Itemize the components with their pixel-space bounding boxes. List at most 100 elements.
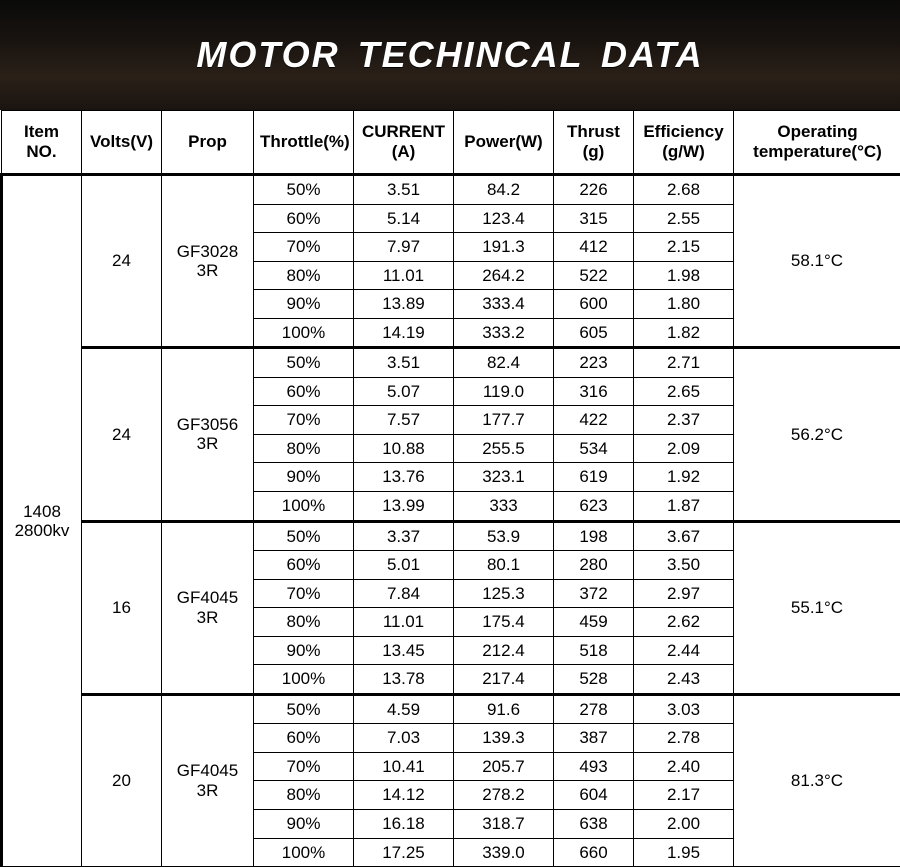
cell-throttle: 100%: [254, 838, 354, 867]
table-row: 24GF3056 3R50%3.5182.42232.7156.2°C: [2, 348, 900, 378]
cell-power: 80.1: [454, 551, 554, 580]
cell-power: 212.4: [454, 636, 554, 665]
cell-throttle: 60%: [254, 724, 354, 753]
cell-thrust: 534: [554, 434, 634, 463]
cell-power: 125.3: [454, 579, 554, 608]
cell-power: 139.3: [454, 724, 554, 753]
col-efficiency: Efficiency (g/W): [634, 111, 734, 175]
cell-throttle: 50%: [254, 348, 354, 378]
cell-throttle: 100%: [254, 665, 354, 695]
cell-eff: 2.71: [634, 348, 734, 378]
motor-data-table-wrap: Item NO. Volts(V) Prop Throttle(%) CURRE…: [0, 110, 900, 867]
col-power: Power(W): [454, 111, 554, 175]
cell-current: 7.84: [354, 579, 454, 608]
cell-power: 323.1: [454, 463, 554, 492]
cell-temp: 81.3°C: [734, 694, 900, 866]
cell-current: 3.37: [354, 521, 454, 551]
cell-power: 177.7: [454, 406, 554, 435]
cell-throttle: 60%: [254, 377, 354, 406]
cell-throttle: 100%: [254, 492, 354, 522]
cell-current: 10.41: [354, 752, 454, 781]
cell-throttle: 90%: [254, 810, 354, 839]
cell-power: 53.9: [454, 521, 554, 551]
cell-thrust: 600: [554, 290, 634, 319]
cell-thrust: 412: [554, 233, 634, 262]
cell-current: 7.97: [354, 233, 454, 262]
table-head: Item NO. Volts(V) Prop Throttle(%) CURRE…: [2, 111, 900, 175]
cell-eff: 2.40: [634, 752, 734, 781]
cell-throttle: 90%: [254, 463, 354, 492]
col-throttle: Throttle(%): [254, 111, 354, 175]
cell-item-no: 1408 2800kv: [2, 175, 82, 867]
cell-thrust: 518: [554, 636, 634, 665]
cell-power: 264.2: [454, 261, 554, 290]
cell-thrust: 459: [554, 608, 634, 637]
cell-current: 11.01: [354, 608, 454, 637]
cell-temp: 55.1°C: [734, 521, 900, 694]
cell-current: 13.45: [354, 636, 454, 665]
cell-temp: 58.1°C: [734, 175, 900, 348]
cell-throttle: 50%: [254, 694, 354, 724]
cell-power: 82.4: [454, 348, 554, 378]
cell-eff: 2.43: [634, 665, 734, 695]
cell-thrust: 226: [554, 175, 634, 205]
cell-power: 333.4: [454, 290, 554, 319]
cell-throttle: 70%: [254, 233, 354, 262]
cell-volts: 16: [82, 521, 162, 694]
cell-eff: 2.55: [634, 204, 734, 233]
cell-thrust: 372: [554, 579, 634, 608]
cell-temp: 56.2°C: [734, 348, 900, 521]
cell-throttle: 80%: [254, 261, 354, 290]
cell-thrust: 315: [554, 204, 634, 233]
cell-eff: 1.98: [634, 261, 734, 290]
col-thrust: Thrust (g): [554, 111, 634, 175]
cell-power: 278.2: [454, 781, 554, 810]
cell-throttle: 60%: [254, 204, 354, 233]
cell-thrust: 387: [554, 724, 634, 753]
cell-thrust: 638: [554, 810, 634, 839]
motor-data-table: Item NO. Volts(V) Prop Throttle(%) CURRE…: [0, 110, 900, 867]
cell-power: 175.4: [454, 608, 554, 637]
cell-eff: 2.78: [634, 724, 734, 753]
cell-power: 339.0: [454, 838, 554, 867]
cell-current: 13.99: [354, 492, 454, 522]
cell-power: 333.2: [454, 318, 554, 348]
cell-thrust: 223: [554, 348, 634, 378]
cell-throttle: 50%: [254, 521, 354, 551]
col-current: CURRENT (A): [354, 111, 454, 175]
cell-power: 217.4: [454, 665, 554, 695]
cell-current: 3.51: [354, 348, 454, 378]
cell-throttle: 50%: [254, 175, 354, 205]
cell-volts: 24: [82, 175, 162, 348]
cell-volts: 24: [82, 348, 162, 521]
header-band: MOTOR TECHINCAL DATA: [0, 0, 900, 110]
cell-current: 5.14: [354, 204, 454, 233]
cell-throttle: 70%: [254, 579, 354, 608]
cell-eff: 2.00: [634, 810, 734, 839]
cell-prop: GF3056 3R: [162, 348, 254, 521]
cell-eff: 2.62: [634, 608, 734, 637]
cell-prop: GF3028 3R: [162, 175, 254, 348]
cell-current: 5.07: [354, 377, 454, 406]
cell-thrust: 278: [554, 694, 634, 724]
cell-thrust: 623: [554, 492, 634, 522]
cell-power: 91.6: [454, 694, 554, 724]
cell-power: 255.5: [454, 434, 554, 463]
cell-thrust: 280: [554, 551, 634, 580]
cell-current: 14.19: [354, 318, 454, 348]
cell-eff: 2.68: [634, 175, 734, 205]
cell-eff: 3.67: [634, 521, 734, 551]
cell-current: 10.88: [354, 434, 454, 463]
cell-thrust: 605: [554, 318, 634, 348]
col-prop: Prop: [162, 111, 254, 175]
cell-power: 123.4: [454, 204, 554, 233]
cell-current: 17.25: [354, 838, 454, 867]
cell-current: 7.57: [354, 406, 454, 435]
cell-thrust: 316: [554, 377, 634, 406]
col-temp: Operating temperature(°C): [734, 111, 900, 175]
cell-power: 333: [454, 492, 554, 522]
cell-eff: 3.50: [634, 551, 734, 580]
cell-current: 3.51: [354, 175, 454, 205]
cell-current: 13.76: [354, 463, 454, 492]
cell-current: 4.59: [354, 694, 454, 724]
